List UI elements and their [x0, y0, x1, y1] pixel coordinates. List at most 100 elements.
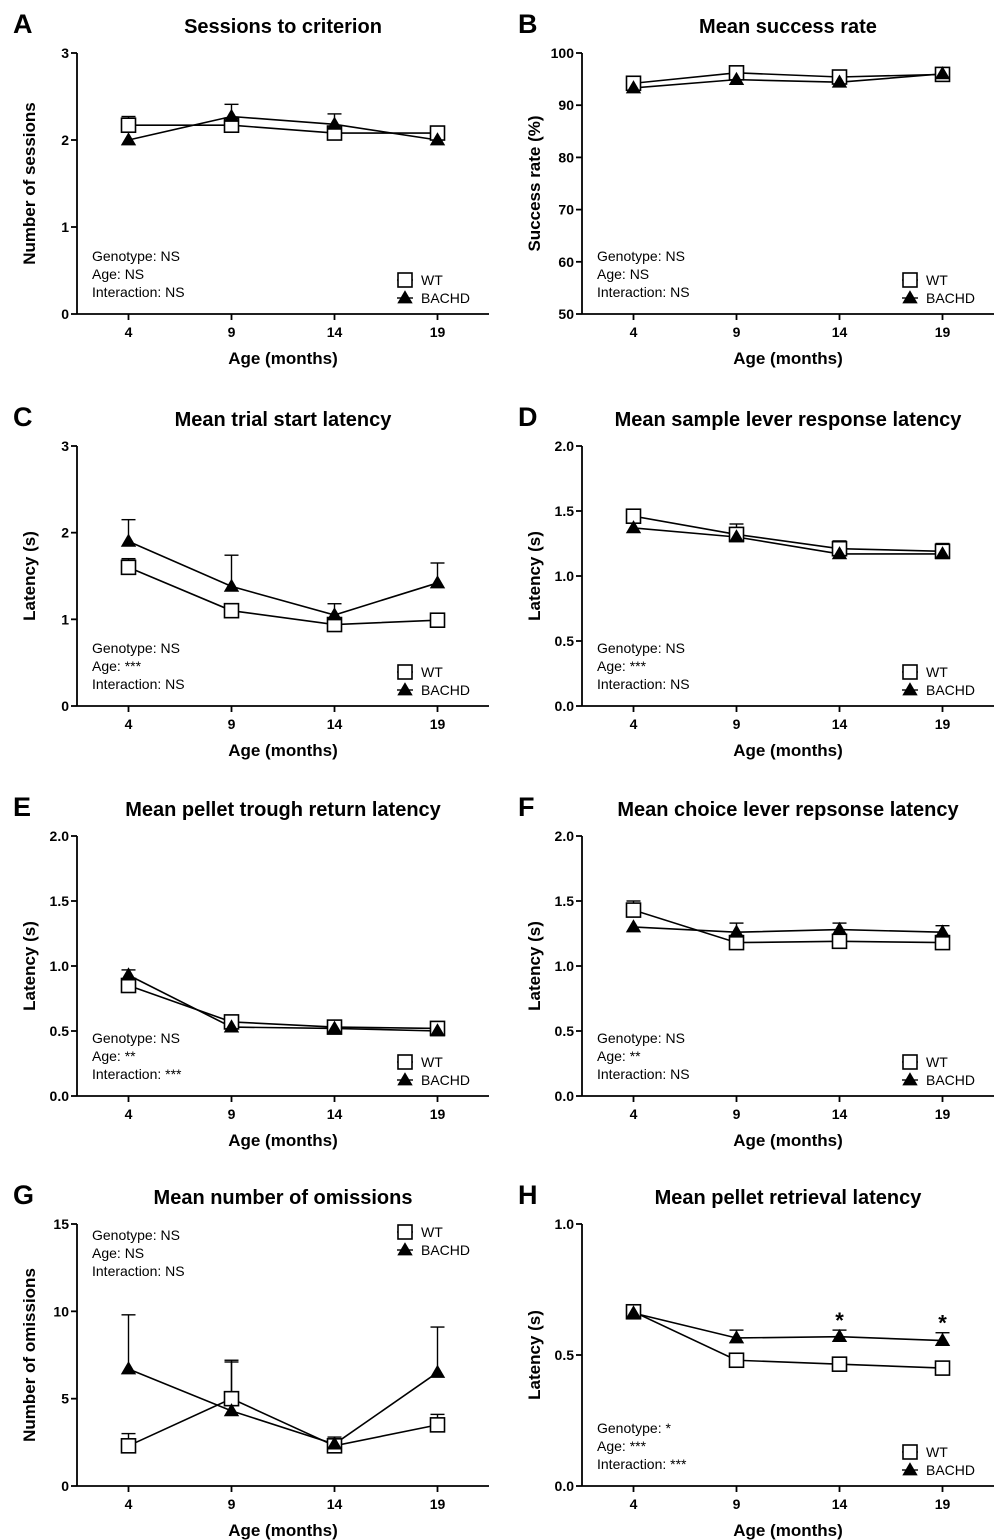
x-tick-label: 4: [630, 716, 638, 732]
y-tick-label: 60: [558, 254, 574, 270]
legend-label: BACHD: [926, 1072, 975, 1088]
data-point-bachd: [326, 116, 343, 130]
legend-marker-wt: [902, 664, 918, 680]
stat-line: Genotype: NS: [92, 248, 180, 264]
stat-line: Genotype: NS: [92, 640, 180, 656]
x-tick-label: 19: [935, 1496, 951, 1512]
panel-letter: E: [13, 792, 31, 822]
data-point-wt: [728, 934, 745, 951]
data-point-wt: [831, 1356, 848, 1372]
y-tick-label: 5: [61, 1391, 69, 1407]
chart-title: Mean success rate: [699, 16, 877, 38]
x-tick-label: 4: [125, 1106, 133, 1122]
legend-marker-wt: [397, 664, 413, 680]
panel-c: C Mean trial start latency 0 1 2 3 4 9 14 19 Age (…: [13, 402, 489, 760]
y-tick-label: 10: [53, 1303, 69, 1319]
x-tick-label: 9: [733, 324, 741, 340]
data-point-bachd: [223, 1403, 240, 1417]
y-tick-label: 0.0: [555, 698, 575, 714]
y-axis-label: Latency (s): [20, 921, 39, 1011]
y-tick-label: 0.0: [50, 1088, 70, 1104]
x-tick-label: 19: [430, 1496, 446, 1512]
series-line: [128, 124, 438, 134]
stat-line: Interaction: ***: [92, 1066, 182, 1082]
stat-line: Age: **: [597, 1048, 641, 1064]
data-point-bachd: [831, 546, 848, 560]
x-tick-label: 19: [430, 716, 446, 732]
panel-b: B Mean success rate 50 60 70 80 90 100 4 9 14 19 Age…: [518, 9, 994, 368]
y-tick-label: 1.0: [555, 1216, 575, 1232]
y-tick-label: 0.5: [50, 1023, 70, 1039]
series-line: [633, 1311, 943, 1369]
panel-letter: A: [13, 9, 33, 39]
data-point-bachd: [934, 66, 951, 80]
x-tick-label: 9: [228, 1496, 236, 1512]
y-tick-label: 2: [61, 132, 69, 148]
series-line: [633, 926, 943, 934]
y-tick-label: 70: [558, 202, 574, 218]
data-point-bachd: [625, 80, 642, 94]
legend-marker-wt: [902, 1054, 918, 1070]
legend-marker-bachd: [397, 1072, 413, 1086]
x-tick-label: 14: [327, 1496, 343, 1512]
y-axis-label: Number of omissions: [20, 1268, 39, 1442]
x-axis-label: Age (months): [228, 741, 338, 760]
stat-line: Age: **: [92, 1048, 136, 1064]
data-point-bachd: [120, 967, 137, 981]
y-axis-label: Latency (s): [525, 531, 544, 621]
x-axis-label: Age (months): [228, 1521, 338, 1540]
data-point-bachd: [326, 1436, 343, 1450]
y-tick-label: 0: [61, 306, 69, 322]
y-tick-label: 2.0: [555, 828, 575, 844]
x-tick-label: 14: [832, 1496, 848, 1512]
data-point-wt: [625, 902, 642, 918]
legend-label: WT: [421, 272, 443, 288]
x-tick-label: 4: [630, 1496, 638, 1512]
series-line: [633, 72, 943, 85]
stat-line: Age: ***: [597, 1438, 647, 1454]
y-tick-label: 0.5: [555, 1347, 575, 1363]
y-axis-label: Success rate (%): [525, 115, 544, 251]
panel-letter: H: [518, 1180, 538, 1210]
y-tick-label: 2: [61, 525, 69, 541]
x-axis-label: Age (months): [733, 349, 843, 368]
panel-h: H Mean pellet retrieval latency 0.0 0.5 1.0 4…: [518, 1180, 994, 1540]
data-point-bachd: [326, 607, 343, 621]
x-tick-label: 19: [430, 1106, 446, 1122]
series-wt: [633, 1311, 943, 1369]
x-tick-label: 14: [832, 716, 848, 732]
y-tick-label: 1.0: [555, 568, 575, 584]
stat-line: Interaction: NS: [92, 1263, 185, 1279]
y-tick-label: 90: [558, 97, 574, 113]
y-tick-label: 50: [558, 306, 574, 322]
y-tick-label: 0: [61, 1478, 69, 1494]
y-axis-label: Latency (s): [525, 1310, 544, 1400]
data-point-bachd: [326, 1020, 343, 1034]
data-point-wt: [120, 117, 137, 134]
y-axis-label: Latency (s): [20, 531, 39, 621]
data-point-bachd: [728, 1330, 745, 1344]
legend-marker-wt: [397, 1224, 413, 1240]
data-point-bachd: [223, 1019, 240, 1033]
panel-a: A Sessions to criterion 0 1 2 3 4 9 14 19 Age (mon…: [13, 9, 489, 368]
data-point-bachd: [831, 74, 848, 88]
data-point-bachd: [429, 132, 446, 146]
series-line: [128, 115, 438, 141]
x-tick-label: 14: [832, 324, 848, 340]
x-tick-label: 19: [935, 324, 951, 340]
stat-line: Genotype: NS: [597, 248, 685, 264]
y-tick-label: 1.5: [555, 503, 575, 519]
legend-marker-bachd: [397, 1242, 413, 1256]
legend-marker-wt: [397, 1054, 413, 1070]
data-point-bachd: [728, 529, 745, 543]
stat-line: Age: NS: [597, 266, 649, 282]
legend-marker-wt: [902, 272, 918, 288]
y-tick-label: 0.0: [555, 1088, 575, 1104]
data-point-bachd: [831, 921, 848, 935]
stat-line: Interaction: NS: [597, 284, 690, 300]
series-line: [633, 515, 943, 553]
data-point-wt: [120, 1438, 137, 1454]
legend-marker-bachd: [902, 290, 918, 304]
x-tick-label: 14: [327, 1106, 343, 1122]
y-tick-label: 0.5: [555, 633, 575, 649]
